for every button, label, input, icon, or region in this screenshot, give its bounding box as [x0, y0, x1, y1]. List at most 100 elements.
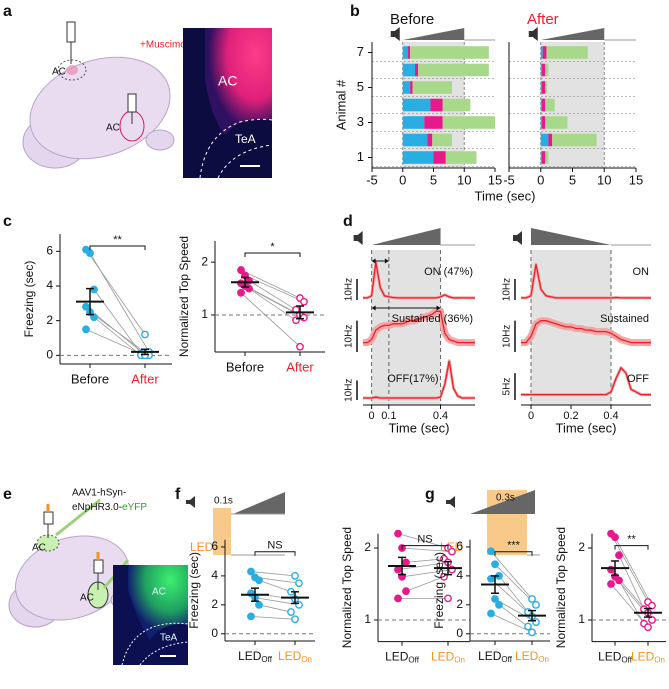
x-tick-label: 15 [629, 172, 643, 187]
x-axis-label: Time (sec) [556, 420, 617, 435]
bar-segment [402, 46, 408, 59]
y-tick-label: 1 [364, 612, 371, 626]
panel-letter: f [175, 486, 181, 503]
x-tick-label: LED [631, 650, 655, 664]
x-tick-label: LED [278, 649, 302, 663]
x-tick-label: 10 [457, 172, 471, 187]
histology-label: TeA [235, 132, 256, 146]
x-tick-label: Before [226, 359, 264, 374]
pair-line [93, 316, 142, 356]
data-point [394, 594, 402, 603]
x-tick-label-sub: Off [501, 655, 512, 664]
x-tick-label: -5 [366, 172, 378, 187]
y-tick-label: 0 [456, 626, 463, 640]
bar-segment [545, 116, 568, 129]
x-tick-label: 5 [430, 172, 437, 187]
y-tick-label: 2 [211, 597, 218, 611]
y-tick-label: 2 [578, 540, 585, 554]
significance-label: ** [627, 534, 636, 546]
histology-label: TeA [160, 633, 178, 644]
stimulus-ramp [531, 228, 611, 245]
x-tick-label: 0.4 [603, 410, 618, 422]
stimulus-schematic [446, 490, 540, 556]
bar-segment [418, 63, 489, 77]
significance-label: *** [507, 540, 521, 552]
y-axis-label: Normalized Top Speed [340, 527, 354, 648]
data-point [296, 342, 304, 351]
data-point [237, 288, 245, 297]
significance-label: NS [267, 540, 282, 552]
virus-label: AAV1-hSyn- [72, 488, 126, 499]
pair-line [244, 274, 305, 303]
pair-line [250, 615, 296, 620]
stimulus-schematic [186, 492, 285, 556]
pair-line [240, 269, 301, 299]
data-point [287, 608, 295, 616]
bar-segment [402, 133, 428, 147]
data-point [402, 587, 410, 596]
x-tick-label: 10 [597, 172, 611, 187]
data-point [82, 325, 90, 334]
x-axis-label: Time (sec) [475, 188, 536, 203]
bar-segment [552, 133, 597, 147]
y-tick-label: 6 [46, 244, 53, 258]
x-tick-label: 0 [369, 410, 375, 422]
data-point [491, 560, 499, 569]
x-tick-label: 15 [488, 172, 502, 187]
bar-segment [427, 133, 433, 147]
data-point [394, 529, 402, 538]
significance-bracket [614, 545, 649, 550]
pair-line [614, 537, 653, 606]
bar-segment [410, 46, 489, 59]
x-tick-label: LED [515, 649, 539, 663]
panel-letter: c [3, 213, 12, 230]
pair-line [498, 604, 529, 627]
x-tick-label: After [131, 371, 159, 386]
data-point [300, 313, 308, 322]
x-tick-label-sub: Off [261, 655, 272, 664]
data-point [247, 612, 255, 621]
bar-segment [542, 98, 546, 112]
histology-label: AC [218, 73, 237, 89]
x-tick-label: 5 [569, 172, 576, 187]
scale-bar-label: 10Hz [344, 325, 355, 348]
data-point [532, 618, 540, 627]
x-tick-label: LEDOn [431, 650, 465, 665]
bar-segment [545, 81, 548, 94]
data-point [300, 297, 308, 306]
x-tick-label: LED [431, 650, 455, 664]
bar-segment [546, 46, 588, 59]
data-point [495, 600, 503, 609]
bar-segment [542, 81, 546, 94]
histology-image [183, 28, 273, 179]
speaker-icon [528, 27, 538, 41]
pair-line [258, 579, 292, 593]
scale-bar-label: 5Hz [502, 378, 513, 396]
pair-line [401, 547, 453, 552]
virus-label: eYFP [122, 502, 147, 513]
bar-segment [545, 63, 549, 77]
histology-image [113, 565, 189, 666]
scale-bar-label: 10Hz [502, 325, 513, 348]
bar-segment [432, 133, 452, 147]
data-point [448, 547, 456, 556]
data-point [295, 600, 303, 609]
pair-line [401, 569, 453, 578]
data-point [444, 594, 452, 603]
y-tick-label: 4 [46, 278, 53, 292]
pair-line [93, 289, 142, 354]
data-point [291, 571, 299, 580]
y-tick-label: 2 [456, 597, 463, 611]
pair-line [85, 249, 146, 335]
y-tick-label: 1 [357, 149, 364, 164]
trace-line [521, 264, 651, 299]
virus-label: eNpHR3.0- [72, 502, 122, 513]
pair-line [248, 280, 297, 311]
y-axis-label: Normalized Top Speed [554, 527, 568, 648]
data-point [611, 533, 619, 542]
data-point [141, 330, 149, 339]
significance-label: ** [113, 234, 122, 246]
brain-illustration [22, 21, 175, 169]
bar-segment [542, 116, 546, 129]
